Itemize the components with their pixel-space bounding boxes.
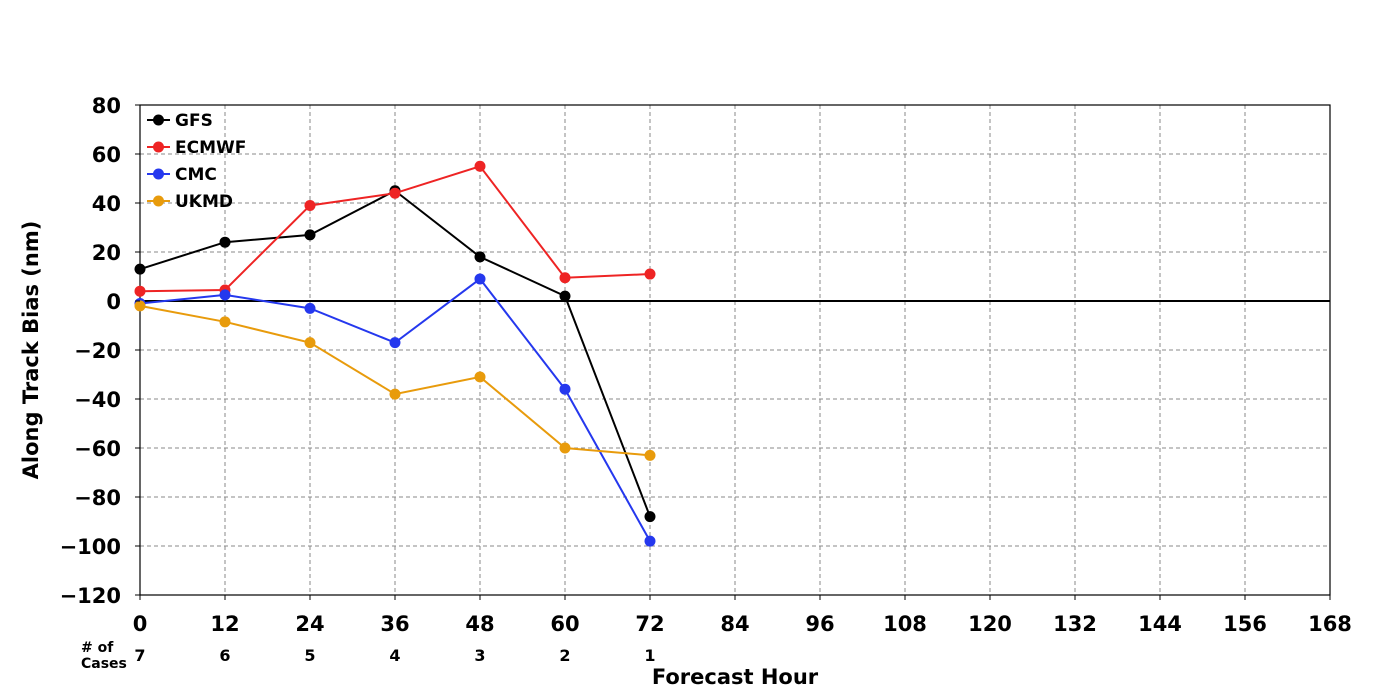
legend: GFS ECMWF CMC UKMD xyxy=(147,111,246,212)
cases-value: 2 xyxy=(559,646,570,665)
data-point-ecmwf xyxy=(304,199,316,211)
legend-marker-cmc xyxy=(153,168,164,180)
x-tick-label: 12 xyxy=(210,612,239,636)
series-group xyxy=(134,160,656,547)
x-tick-label: 84 xyxy=(720,612,749,636)
legend-item-gfs: GFS xyxy=(147,111,213,131)
y-tick-label: 0 xyxy=(106,290,121,314)
legend-item-ukmd: UKMD xyxy=(147,192,233,212)
cases-value: 6 xyxy=(219,646,230,665)
cases-value: 7 xyxy=(134,646,145,665)
data-point-cmc xyxy=(644,535,656,547)
y-tick-label: 60 xyxy=(92,143,121,167)
y-tick-label: 80 xyxy=(92,94,121,118)
y-tick-label: −120 xyxy=(60,584,121,608)
x-tick-label: 96 xyxy=(805,612,834,636)
x-tick-label: 24 xyxy=(295,612,324,636)
cases-value: 1 xyxy=(644,646,655,665)
x-tick-label: 48 xyxy=(465,612,494,636)
data-point-ukmd xyxy=(559,442,571,454)
x-tick-label: 108 xyxy=(883,612,927,636)
series-cmc xyxy=(134,273,656,547)
x-tick-label: 132 xyxy=(1053,612,1097,636)
y-axis-ticks: 80 60 40 20 0 −20 −40 −60 −80 −100 −120 xyxy=(60,94,140,608)
data-point-gfs xyxy=(304,229,316,241)
data-point-gfs xyxy=(474,251,486,263)
legend-marker-ecmwf xyxy=(153,141,164,153)
x-axis-ticks: 0 12 24 36 48 60 72 84 96 108 120 132 144 156 168 xyxy=(133,595,1352,636)
x-tick-label: 60 xyxy=(550,612,579,636)
data-point-ecmwf xyxy=(644,268,656,280)
y-tick-label: −20 xyxy=(74,339,121,363)
cases-label-line1: # of xyxy=(81,640,114,656)
x-tick-label: 36 xyxy=(380,612,409,636)
data-point-gfs xyxy=(559,290,571,302)
legend-label-ukmd: UKMD xyxy=(175,192,233,212)
data-point-cmc xyxy=(474,273,486,285)
data-point-ukmd xyxy=(219,316,231,328)
data-point-ukmd xyxy=(304,337,316,349)
data-point-gfs xyxy=(644,511,656,523)
data-point-ukmd xyxy=(474,371,486,383)
y-tick-label: −100 xyxy=(60,535,121,559)
x-tick-label: 0 xyxy=(133,612,148,636)
data-point-ecmwf xyxy=(559,272,571,284)
x-tick-label: 156 xyxy=(1223,612,1267,636)
data-point-cmc xyxy=(559,383,571,395)
series-ukmd xyxy=(134,300,656,461)
y-tick-label: 20 xyxy=(92,241,121,265)
legend-marker-ukmd xyxy=(153,195,164,207)
data-point-ecmwf xyxy=(134,285,146,297)
data-point-ukmd xyxy=(134,300,146,312)
cases-row: # of Cases 7 6 5 4 3 2 1 xyxy=(81,640,656,672)
legend-label-cmc: CMC xyxy=(175,165,217,185)
x-tick-label: 168 xyxy=(1308,612,1352,636)
cases-value: 5 xyxy=(304,646,315,665)
data-point-ecmwf xyxy=(474,160,486,172)
data-point-ukmd xyxy=(644,449,656,461)
data-point-gfs xyxy=(134,263,146,275)
x-tick-label: 120 xyxy=(968,612,1012,636)
legend-label-gfs: GFS xyxy=(175,111,213,131)
data-point-ukmd xyxy=(389,388,401,400)
cases-value: 3 xyxy=(474,646,485,665)
legend-item-cmc: CMC xyxy=(147,165,217,185)
legend-item-ecmwf: ECMWF xyxy=(147,138,246,158)
y-tick-label: −60 xyxy=(74,437,121,461)
y-tick-label: −40 xyxy=(74,388,121,412)
data-point-gfs xyxy=(219,236,231,248)
data-point-cmc xyxy=(304,302,316,314)
data-point-cmc xyxy=(389,337,401,349)
legend-marker-gfs xyxy=(153,114,164,126)
data-point-cmc xyxy=(219,289,231,301)
x-tick-label: 144 xyxy=(1138,612,1182,636)
y-tick-label: −80 xyxy=(74,486,121,510)
y-axis-title: Along Track Bias (nm) xyxy=(19,221,43,480)
cases-value: 4 xyxy=(389,646,400,665)
cases-label-line2: Cases xyxy=(81,656,127,672)
x-tick-label: 72 xyxy=(635,612,664,636)
grid xyxy=(140,105,1330,595)
data-point-ecmwf xyxy=(389,187,401,199)
y-tick-label: 40 xyxy=(92,192,121,216)
legend-label-ecmwf: ECMWF xyxy=(175,138,246,158)
x-axis-title: Forecast Hour xyxy=(652,665,819,689)
